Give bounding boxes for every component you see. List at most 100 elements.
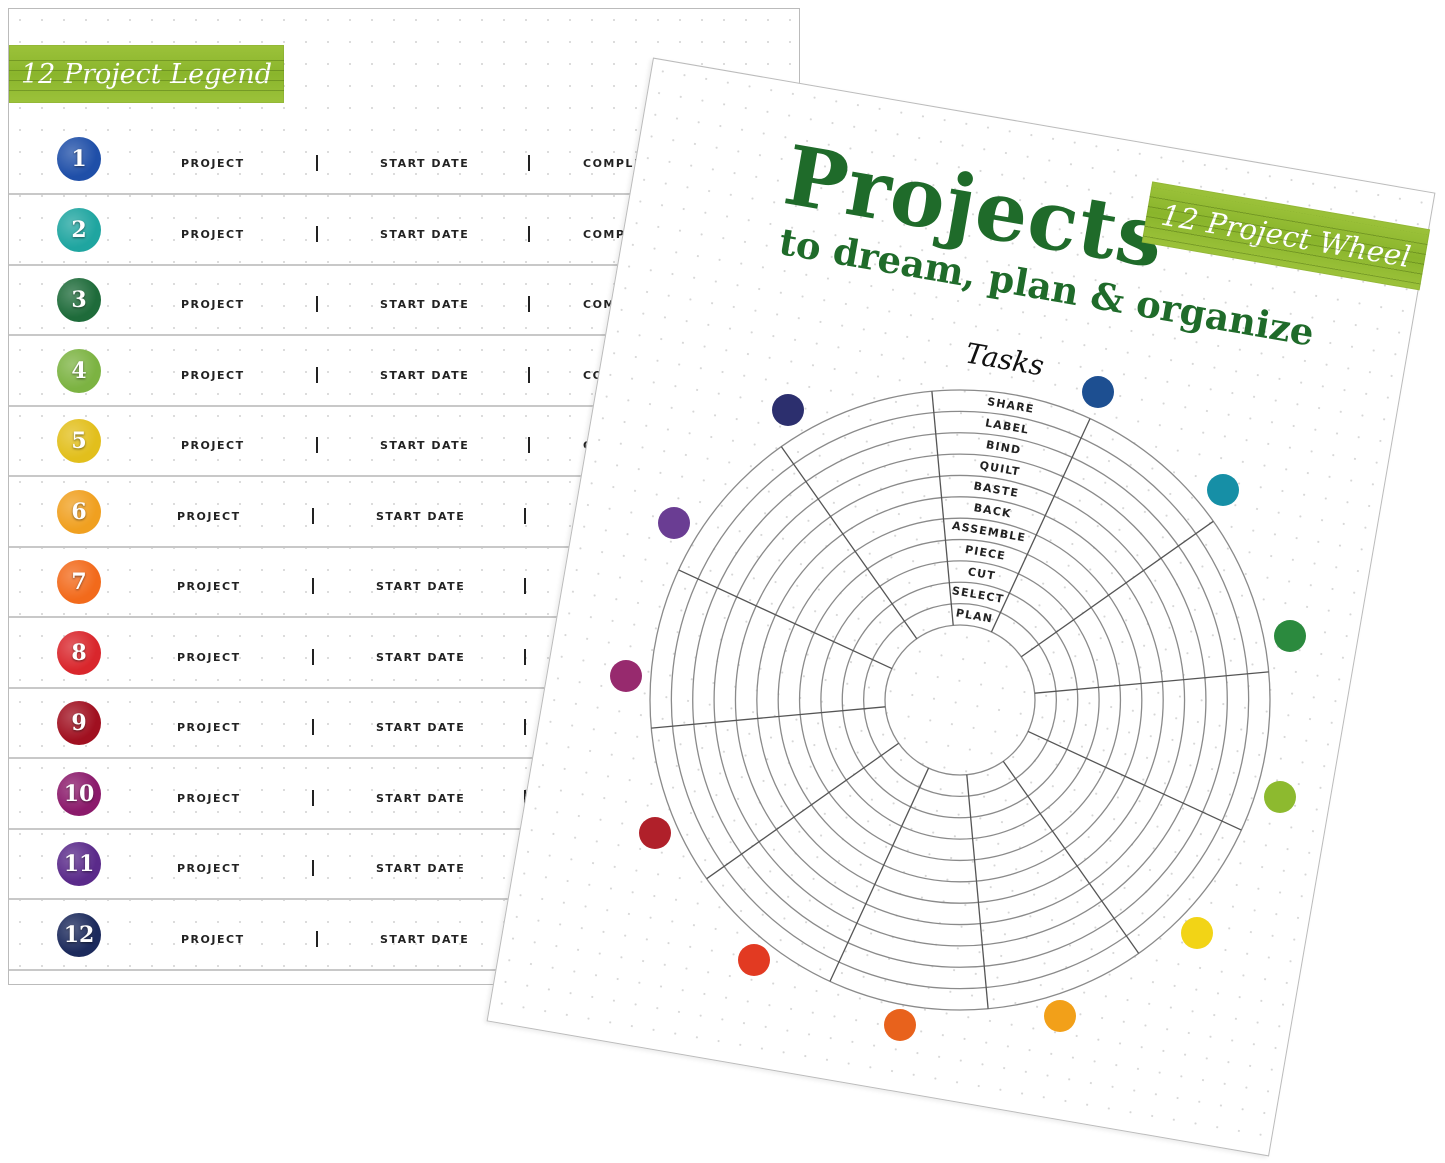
task-label: BASTE (973, 479, 1020, 500)
project-color-dot (738, 944, 770, 976)
project-color-dot (1181, 917, 1213, 949)
project-color-dot (772, 394, 804, 426)
project-label: PROJECT (181, 932, 245, 946)
project-number-badge: 1 (57, 137, 101, 181)
wheel-spoke (931, 391, 954, 626)
task-label: ASSEMBLE (951, 519, 1027, 545)
wheel-spoke (829, 767, 930, 982)
wheel-spoke (706, 742, 900, 880)
project-number-badge: 2 (57, 207, 101, 252)
column-divider (316, 155, 318, 171)
wheel-spoke (780, 446, 918, 640)
column-divider (524, 719, 526, 735)
column-divider (316, 437, 318, 453)
task-label: LABEL (984, 416, 1030, 436)
column-divider (316, 296, 318, 312)
wheel-ring (862, 602, 1058, 798)
column-divider (524, 507, 526, 524)
start-date-label: START DATE (380, 439, 470, 452)
project-number-badge: 7 (57, 560, 101, 604)
column-divider (316, 225, 318, 242)
start-date-label: START DATE (376, 580, 466, 593)
task-label: PLAN (955, 606, 994, 625)
wheel-ring (777, 517, 1143, 883)
wheel-spoke (990, 418, 1091, 633)
task-label: PIECE (964, 543, 1007, 563)
wheel-ring (692, 432, 1228, 968)
project-label: PROJECT (177, 721, 241, 734)
column-divider (528, 155, 530, 171)
project-number-badge: 10 (57, 771, 101, 816)
wheel-ring (841, 581, 1079, 819)
project-number-badge: 4 (57, 348, 101, 393)
column-divider (312, 507, 314, 524)
column-divider (312, 578, 314, 594)
task-label: CUT (967, 565, 997, 583)
task-label: BACK (973, 501, 1013, 520)
wheel-ring (756, 496, 1164, 904)
project-color-dot (1274, 620, 1306, 652)
legend-row: 1 PROJECT START DATE COMPLETE (9, 123, 799, 195)
column-divider (528, 366, 530, 383)
project-number-badge: 5 (57, 419, 101, 463)
wheel-ring (884, 624, 1036, 776)
project-number-badge: 3 (57, 278, 101, 322)
wheel-spoke (1020, 520, 1214, 658)
wheel-ring (820, 560, 1100, 840)
wheel-ring (713, 453, 1207, 947)
legend-banner-text: 12 Project Legend (20, 58, 272, 90)
start-date-label: START DATE (376, 721, 466, 734)
column-divider (528, 225, 530, 242)
start-date-label: START DATE (380, 227, 470, 241)
task-label: SELECT (951, 584, 1005, 606)
column-divider (316, 930, 318, 947)
wheel-spoke (1027, 730, 1242, 831)
start-date-label: START DATE (380, 368, 470, 382)
column-divider (316, 366, 318, 383)
start-date-label: START DATE (380, 157, 470, 170)
project-label: PROJECT (177, 862, 241, 875)
wheel-spoke (678, 569, 893, 670)
column-divider (524, 648, 526, 665)
start-date-label: START DATE (376, 862, 466, 875)
wheel-spoke (966, 774, 989, 1009)
wheel-ring (798, 538, 1122, 862)
project-label: PROJECT (181, 227, 245, 241)
project-color-dot (1207, 474, 1239, 506)
project-label: PROJECT (177, 580, 241, 593)
project-color-dot (639, 817, 671, 849)
tasks-heading: Tasks (963, 337, 1046, 383)
project-number-badge: 11 (57, 842, 101, 886)
column-divider (312, 719, 314, 735)
wheel-ring (670, 410, 1250, 990)
wheel-spoke (651, 706, 886, 729)
project-label: PROJECT (177, 509, 241, 523)
wheel-spoke (1002, 760, 1140, 954)
column-divider (524, 578, 526, 594)
project-label: PROJECT (177, 791, 241, 805)
project-color-dot (884, 1009, 916, 1041)
wheel-ring (734, 474, 1186, 926)
legend-banner: 12 Project Legend (9, 45, 284, 103)
start-date-label: START DATE (380, 932, 470, 946)
project-number-badge: 12 (57, 912, 101, 957)
project-number-badge: 6 (57, 489, 101, 534)
task-label: BIND (985, 438, 1022, 457)
wheel-ring (649, 389, 1271, 1011)
project-color-dot (1082, 376, 1114, 408)
start-date-label: START DATE (376, 509, 466, 523)
project-label: PROJECT (181, 368, 245, 382)
column-divider (528, 437, 530, 453)
project-color-dot (1044, 1000, 1076, 1032)
project-label: PROJECT (181, 298, 245, 311)
column-divider (312, 860, 314, 876)
project-label: PROJECT (181, 157, 245, 170)
start-date-label: START DATE (376, 650, 466, 664)
column-divider (528, 296, 530, 312)
project-number-badge: 9 (57, 701, 101, 745)
task-label: QUILT (979, 459, 1022, 479)
